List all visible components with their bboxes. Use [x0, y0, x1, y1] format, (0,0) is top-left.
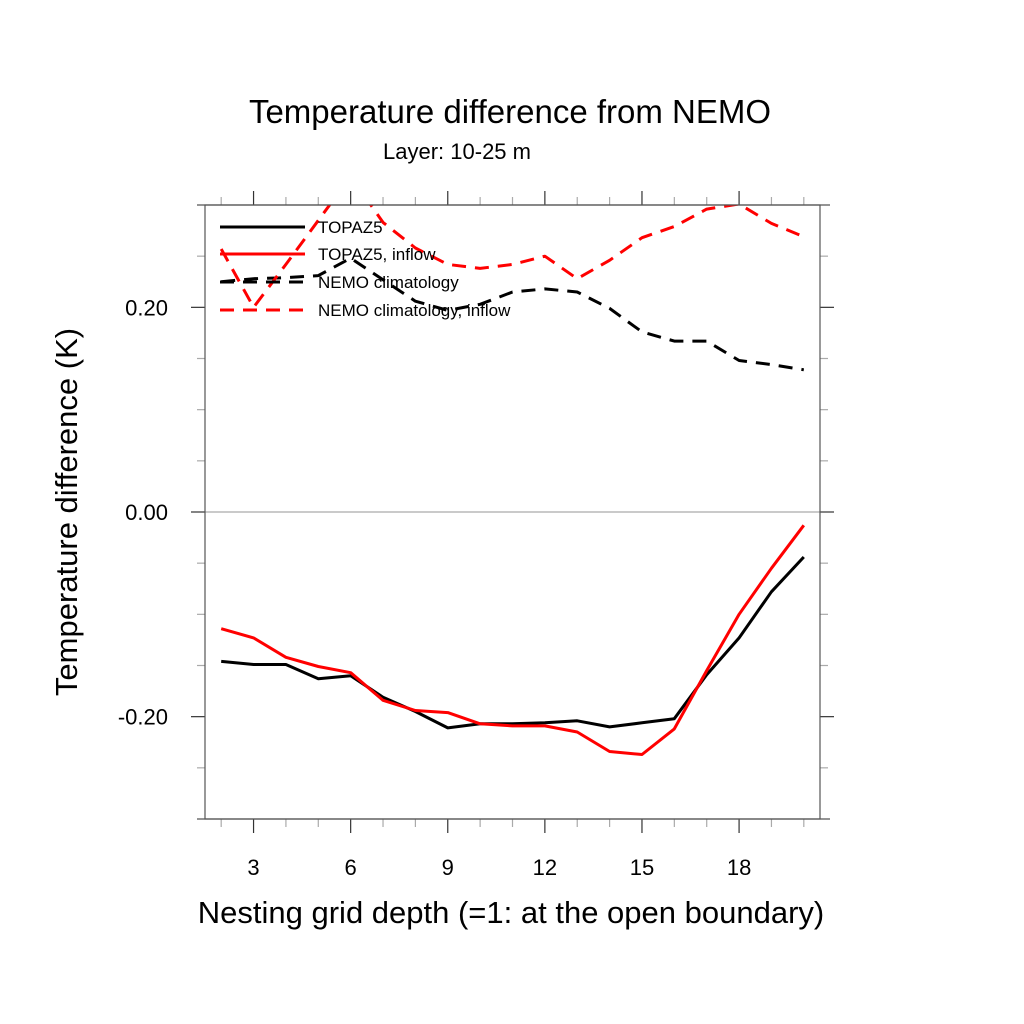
y-axis-label: Temperature difference (K) [49, 328, 84, 696]
y-tick-label: 0.20 [125, 295, 168, 320]
series-line-2 [220, 524, 805, 756]
y-tick-label: 0.00 [125, 500, 168, 525]
x-tick-label: 12 [533, 855, 557, 880]
legend-label: NEMO climatology, inflow [318, 301, 511, 320]
y-tick-label: -0.20 [118, 705, 168, 730]
x-tick-label: 6 [345, 855, 357, 880]
x-tick-label: 18 [727, 855, 751, 880]
x-tick-label: 9 [442, 855, 454, 880]
x-axis-label: Nesting grid depth (=1: at the open boun… [198, 895, 824, 930]
legend-label: TOPAZ5 [318, 218, 383, 237]
x-tick-label: 3 [247, 855, 259, 880]
x-tick-label: 15 [630, 855, 654, 880]
legend-label: NEMO climatology [318, 273, 459, 292]
series-line-4 [219, 205, 805, 309]
chart-title: Temperature difference from NEMO [249, 93, 771, 130]
series-line-1 [221, 555, 805, 730]
series-line-3 [221, 256, 805, 372]
legend-label: TOPAZ5, inflow [318, 245, 436, 264]
plot-frame [204, 204, 821, 820]
chart-subtitle: Layer: 10-25 m [383, 139, 531, 164]
